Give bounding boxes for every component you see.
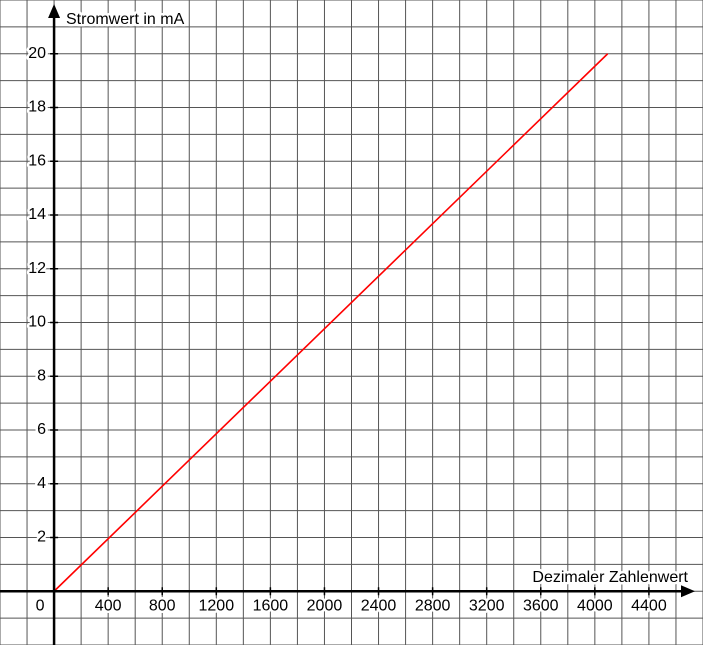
x-tick-label: 1200 [199, 597, 235, 614]
x-axis-label: Dezimaler Zahlenwert [532, 569, 688, 586]
x-tick-label: 0 [36, 597, 45, 614]
x-tick-label: 800 [149, 597, 176, 614]
x-tick-label: 2400 [361, 597, 397, 614]
y-tick-label: 6 [37, 421, 46, 438]
x-tick-label: 4000 [577, 597, 613, 614]
y-tick-label: 14 [28, 206, 46, 223]
x-tick-label: 400 [95, 597, 122, 614]
y-tick-label: 10 [28, 314, 46, 331]
y-tick-label: 2 [37, 529, 46, 546]
y-axis-arrow [48, 4, 61, 18]
y-tick-label: 12 [28, 260, 46, 277]
x-tick-label: 3200 [469, 597, 505, 614]
y-tick-label: 20 [28, 45, 46, 62]
plot-area [53, 53, 609, 592]
x-tick-label: 4400 [631, 597, 667, 614]
x-axis-arrow [681, 585, 695, 598]
y-tick-label: 16 [28, 152, 46, 169]
x-tick-label: 2800 [415, 597, 451, 614]
x-tick-label: 3600 [523, 597, 559, 614]
x-tick-label: 1600 [253, 597, 289, 614]
y-tick-label: 4 [37, 475, 46, 492]
series-line [53, 53, 609, 592]
y-tick-label: 8 [37, 367, 46, 384]
x-tick-label: 2000 [307, 597, 343, 614]
y-axis-label: Stromwert in mA [66, 11, 185, 28]
y-tick-label: 18 [28, 99, 46, 116]
